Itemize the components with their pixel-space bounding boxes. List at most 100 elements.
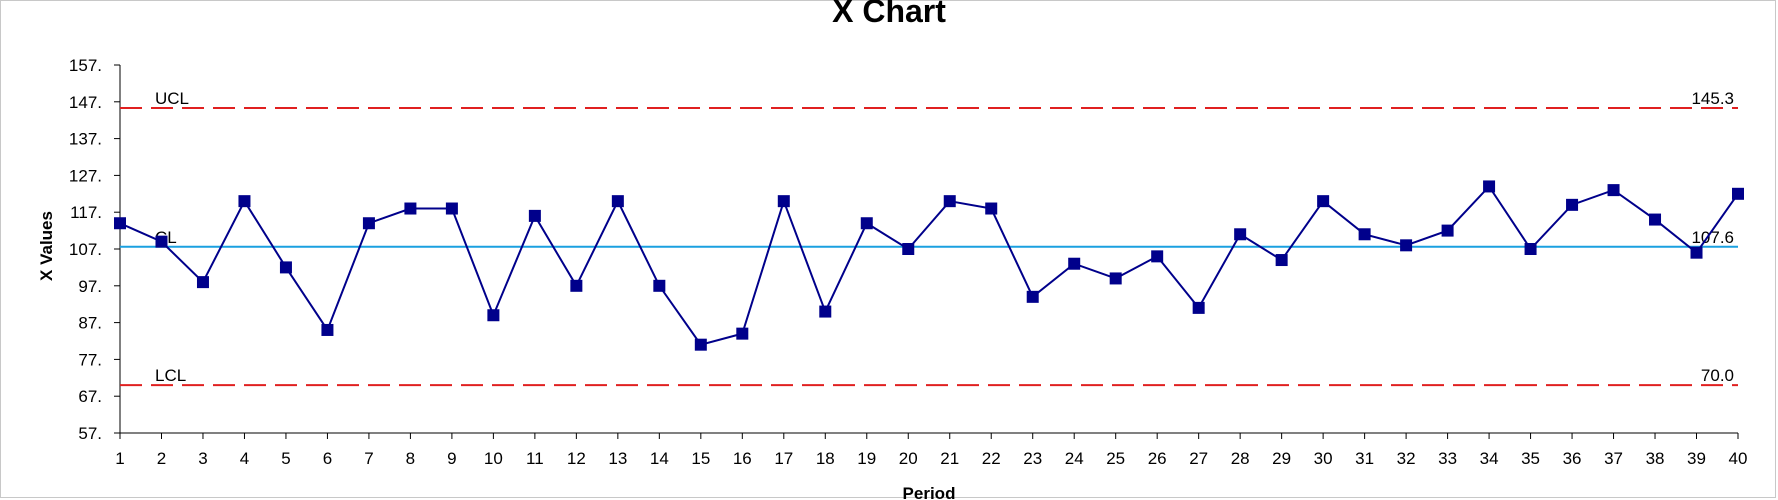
data-point [362,217,375,230]
x-tick-label: 25 [1106,449,1125,468]
x-tick-label: 11 [526,449,544,468]
x-tick-label: 12 [567,449,586,468]
x-tick-label: 37 [1604,449,1623,468]
x-tick-label: 28 [1231,449,1250,468]
data-point [694,338,707,351]
data-point [736,327,749,340]
series-line [119,184,1739,346]
x-tick-label: 30 [1314,449,1333,468]
x-tick-label: 35 [1521,449,1540,468]
data-point [1068,257,1081,270]
x-tick-label: 34 [1480,449,1499,468]
x-ticks: 1 2 3 4 5 6 7 8 9 10 11 12 13 14 15 16 17 18 19 20 21 22 23 24 2… [115,433,1747,468]
data-point [279,261,292,274]
x-tick-label: 6 [323,449,332,468]
data-point [487,309,500,322]
data-point [196,276,209,289]
data-point [1607,184,1620,197]
x-tick-label: 7 [364,449,373,468]
x-tick-label: 16 [733,449,752,468]
data-point [1026,290,1039,303]
x-axis-title: Period [903,484,956,500]
y-tick-label: 107. [69,240,102,259]
x-tick-label: 17 [774,449,793,468]
data-point [114,217,126,230]
data-point [1566,198,1579,211]
data-point [1690,246,1703,259]
y-tick-label: 157. [69,56,102,75]
y-tick-label: 97. [78,277,102,296]
data-point [1400,239,1413,252]
ucl-value-label: 145.3 [1691,89,1734,108]
y-tick-label: 87. [78,314,102,333]
x-tick-label: 15 [691,449,710,468]
data-point [404,202,417,215]
data-point [1441,224,1454,237]
data-point [1109,272,1122,285]
x-tick-label: 8 [406,449,415,468]
data-point [1151,250,1164,263]
x-tick-label: 26 [1148,449,1167,468]
axes [119,65,1738,434]
y-tick-label: 77. [78,350,102,369]
x-tick-label: 33 [1438,449,1457,468]
data-point [1275,254,1288,267]
x-tick-label: 39 [1687,449,1706,468]
data-point [1358,228,1371,241]
x-tick-label: 32 [1397,449,1416,468]
x-tick-label: 20 [899,449,918,468]
x-tick-label: 4 [240,449,249,468]
x-tick-label: 3 [198,449,207,468]
cl-value-label: 107.6 [1691,228,1734,247]
x-tick-label: 38 [1646,449,1665,468]
data-point [570,279,583,292]
data-point [445,202,458,215]
ucl-label: UCL [155,89,189,108]
y-tick-label: 67. [78,387,102,406]
data-point [321,323,334,336]
y-tick-label: 137. [69,130,102,149]
x-tick-label: 23 [1023,449,1042,468]
y-tick-label: 147. [69,93,102,112]
data-point [819,305,832,318]
data-point [777,195,790,208]
y-ticks: 57. 67. 77. 87. 97. 107. 117. 127. 137. 147. 157. [69,56,120,443]
y-tick-label: 57. [78,424,102,443]
data-point [155,235,168,248]
x-tick-label: 21 [940,449,959,468]
data-point [1483,180,1496,193]
x-tick-label: 10 [484,449,503,468]
data-point [653,279,666,292]
data-point [1234,228,1247,241]
x-tick-label: 22 [982,449,1001,468]
data-point [1649,213,1662,226]
data-point [1192,301,1205,314]
x-tick-label: 27 [1189,449,1208,468]
y-tick-label: 117. [70,203,102,222]
data-point [1317,195,1330,208]
x-tick-label: 29 [1272,449,1291,468]
x-tick-label: 24 [1065,449,1084,468]
data-point [902,243,915,255]
lcl-label: LCL [155,366,186,385]
data-point [528,209,541,222]
series-layer [114,180,1744,351]
lcl-value-label: 70.0 [1701,366,1734,385]
x-tick-label: 19 [857,449,876,468]
y-tick-label: 127. [69,166,102,185]
data-point [985,202,998,215]
data-point [611,195,624,208]
data-point [860,217,873,230]
x-tick-label: 40 [1729,449,1748,468]
data-point [1732,187,1744,200]
data-point [1524,243,1537,255]
y-axis-title: X Values [37,211,56,281]
data-point [943,195,956,208]
data-point [238,195,251,208]
x-tick-label: 1 [115,449,124,468]
x-tick-label: 36 [1563,449,1582,468]
x-tick-label: 2 [157,449,166,468]
